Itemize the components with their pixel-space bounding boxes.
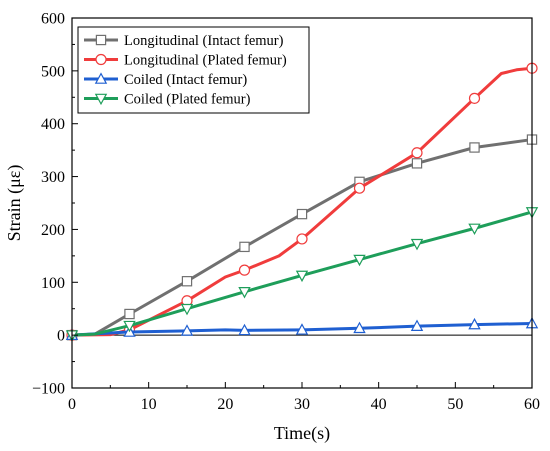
data-point-marker bbox=[353, 321, 366, 334]
x-tick-label: 10 bbox=[141, 396, 157, 413]
data-point-marker bbox=[238, 323, 251, 336]
x-tick-label: 50 bbox=[447, 396, 463, 413]
legend-item: Longitudinal (Plated femur) bbox=[84, 53, 287, 69]
data-point-marker bbox=[296, 208, 308, 220]
legend-label: Coiled (Plated femur) bbox=[124, 92, 251, 108]
y-tick-label: 200 bbox=[41, 222, 65, 239]
data-point-marker bbox=[353, 182, 366, 194]
series-line bbox=[70, 322, 534, 337]
legend-swatch-marker bbox=[94, 72, 108, 84]
legend-swatch-marker bbox=[95, 53, 107, 66]
x-tick-label: 60 bbox=[524, 396, 540, 413]
series-line bbox=[70, 66, 534, 337]
x-axis-title: Time(s) bbox=[274, 423, 330, 444]
data-point-marker bbox=[410, 238, 424, 251]
legend-label: Longitudinal (Intact femur) bbox=[124, 33, 284, 49]
data-point-marker bbox=[410, 319, 424, 331]
y-axis-title: Strain (με) bbox=[4, 165, 25, 242]
data-point-marker bbox=[123, 320, 136, 333]
data-point-marker bbox=[411, 158, 423, 169]
legend: Longitudinal (Intact femur) Longitudinal … bbox=[77, 26, 310, 114]
data-point-marker bbox=[180, 303, 194, 316]
x-tick-label: 0 bbox=[68, 396, 76, 413]
data-point-marker bbox=[238, 287, 251, 299]
data-point-marker bbox=[295, 323, 309, 335]
data-point-marker bbox=[468, 317, 481, 330]
y-tick-label: 600 bbox=[41, 11, 65, 28]
y-tick-label: 100 bbox=[41, 275, 65, 292]
legend-item: Longitudinal (Intact femur) bbox=[84, 33, 284, 49]
y-tick-label: 500 bbox=[41, 63, 65, 80]
data-point-marker bbox=[411, 147, 423, 159]
data-point-marker bbox=[469, 142, 480, 153]
data-point-marker bbox=[353, 254, 366, 267]
data-point-marker bbox=[295, 270, 309, 283]
series-line bbox=[70, 138, 534, 337]
x-tick-label: 20 bbox=[217, 396, 233, 413]
legend-swatch-marker bbox=[94, 93, 108, 106]
data-point-marker bbox=[468, 92, 481, 104]
x-tick-label: 40 bbox=[371, 396, 387, 413]
y-tick-label: 300 bbox=[41, 169, 65, 186]
y-tick-label: −100 bbox=[32, 381, 65, 398]
y-tick-label: 0 bbox=[57, 328, 65, 345]
legend-item: Coiled (Plated femur) bbox=[84, 92, 251, 108]
legend-swatch-marker bbox=[95, 34, 107, 46]
data-point-marker bbox=[468, 223, 481, 236]
data-point-marker bbox=[180, 324, 194, 336]
legend-label: Longitudinal (Plated femur) bbox=[124, 53, 287, 69]
data-point-marker bbox=[181, 276, 193, 287]
data-point-marker bbox=[238, 264, 251, 276]
series-line bbox=[70, 210, 534, 337]
y-tick-label: 400 bbox=[41, 116, 65, 133]
data-point-marker bbox=[296, 233, 308, 245]
x-tick-label: 30 bbox=[294, 396, 310, 413]
data-point-marker bbox=[239, 241, 250, 253]
data-point-marker bbox=[124, 308, 135, 320]
legend-label: Coiled (Intact femur) bbox=[124, 72, 247, 88]
legend-item: Coiled (Intact femur) bbox=[84, 72, 247, 88]
